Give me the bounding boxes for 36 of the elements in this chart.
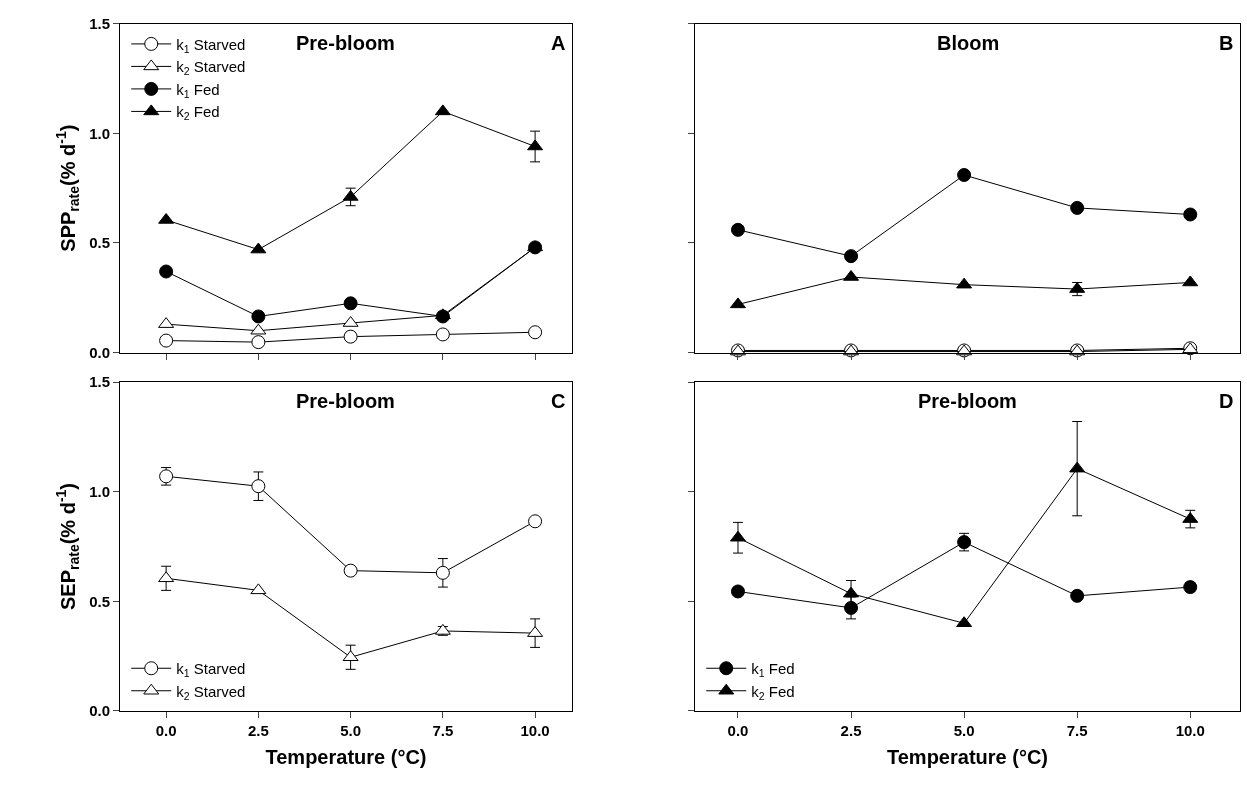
- x-tick-label: 5.0: [340, 721, 362, 739]
- x-tick-label: 0.0: [727, 721, 749, 739]
- x-tick-label: 0.0: [155, 721, 177, 739]
- y-tick-label: 0.0: [89, 702, 110, 720]
- legend-label: k$_{1}$ Starved: [176, 35, 246, 55]
- y-tick-label: 1.5: [89, 14, 110, 32]
- x-tick-label: 10.0: [520, 721, 550, 739]
- x-axis-title: Temperature (°C): [887, 746, 1048, 769]
- legend-label: k$_{2}$ Fed: [751, 682, 795, 702]
- y-tick-label: 0.5: [89, 234, 110, 252]
- x-tick-label: 2.5: [247, 721, 269, 739]
- x-tick-label: 7.5: [1066, 721, 1088, 739]
- annotation: B: [1219, 32, 1234, 54]
- chart-title: Pre-bloom: [296, 32, 395, 54]
- legend-label: k$_{1}$ Fed: [176, 80, 220, 100]
- legend-label: k$_{2}$ Starved: [176, 682, 246, 702]
- annotation: A: [551, 32, 566, 54]
- x-tick-label: 10.0: [1175, 721, 1205, 739]
- y-tick-label: 1.0: [89, 482, 110, 500]
- x-tick-label: 7.5: [432, 721, 454, 739]
- annotation: D: [1219, 390, 1234, 412]
- chart-title: Pre-bloom: [296, 390, 395, 412]
- y-tick-label: 1.0: [89, 124, 110, 142]
- legend-label: k$_{1}$ Starved: [176, 660, 246, 680]
- y-tick-label: 0.5: [89, 592, 110, 610]
- x-tick-label: 5.0: [953, 721, 975, 739]
- x-axis-title: Temperature (°C): [265, 746, 427, 769]
- legend-label: k$_{2}$ Starved: [176, 58, 246, 78]
- x-tick-label: 2.5: [840, 721, 862, 739]
- annotation: C: [551, 390, 566, 412]
- y-tick-label: 0.0: [89, 343, 110, 361]
- chart-title: Pre-bloom: [918, 390, 1017, 412]
- chart-title: Bloom: [937, 32, 1000, 54]
- legend-label: k$_{2}$ Fed: [176, 103, 220, 123]
- y-tick-label: 1.5: [89, 373, 110, 391]
- legend-label: k$_{1}$ Fed: [751, 660, 795, 680]
